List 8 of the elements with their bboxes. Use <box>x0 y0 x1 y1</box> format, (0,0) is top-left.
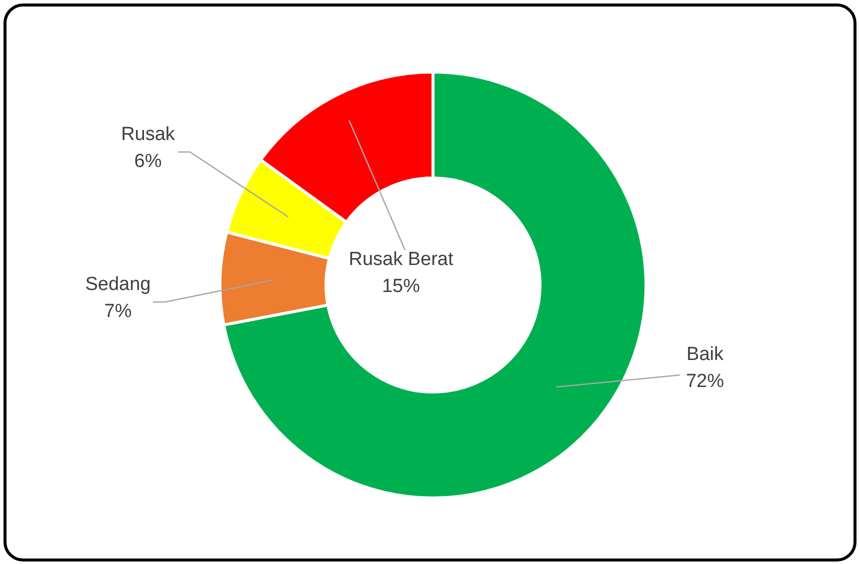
slice-label: Rusak <box>121 124 176 145</box>
slice-label: Rusak Berat <box>348 249 454 270</box>
data-label: 72% <box>686 371 724 392</box>
data-label: 7% <box>104 301 132 322</box>
data-label: 15% <box>382 276 420 297</box>
data-label: 6% <box>134 151 162 172</box>
slice-label: Sedang <box>85 274 151 295</box>
slice-label: Baik <box>686 344 724 365</box>
